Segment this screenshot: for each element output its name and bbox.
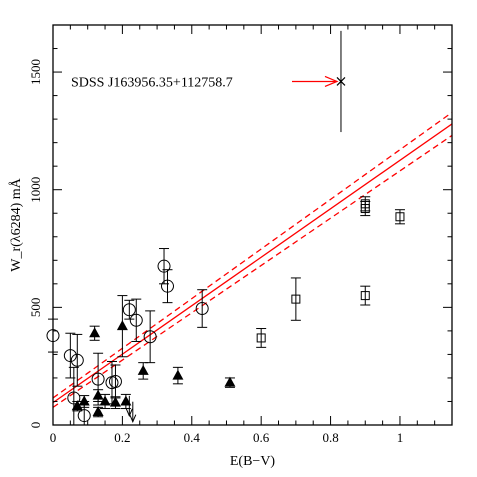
circle-marker — [77, 409, 91, 423]
square-marker — [360, 291, 370, 301]
triangle-marker — [78, 395, 90, 406]
circle-marker — [129, 313, 143, 327]
x-tick-label: 0 — [50, 430, 57, 445]
cross-marker — [336, 77, 346, 86]
circle-point — [195, 289, 209, 328]
triangle-marker — [224, 376, 236, 387]
fit-band-lower — [53, 134, 452, 408]
fit-lines — [53, 111, 452, 408]
y-axis-label: W_r(λ6284) mÅ — [8, 177, 24, 271]
triangle-marker — [99, 395, 111, 406]
circle-point — [160, 269, 174, 304]
y-tick-label: 500 — [28, 298, 43, 318]
triangle-point — [78, 395, 90, 408]
circle-point — [143, 310, 157, 364]
square-point — [290, 277, 301, 321]
triangle-marker — [89, 327, 101, 338]
circle-marker — [67, 391, 81, 405]
data-points — [46, 30, 405, 426]
circle-point — [63, 332, 77, 379]
fit-line — [53, 123, 452, 404]
square-point — [394, 209, 405, 225]
arrow-head — [125, 408, 133, 418]
triangle-point — [92, 406, 104, 418]
axes — [52, 24, 453, 426]
y-tick-label: 0 — [28, 422, 43, 429]
x-tick-label: 0.2 — [114, 430, 130, 445]
triangle-point — [224, 376, 236, 388]
triangle-point — [116, 295, 128, 358]
square-marker — [291, 294, 301, 304]
annotation: SDSS J163956.35+112758.7 — [71, 75, 339, 90]
upper-limit-arrow — [125, 395, 133, 418]
circle-point — [129, 298, 143, 342]
triangle-point — [99, 393, 111, 410]
circle-point — [122, 299, 136, 320]
circle-point — [157, 248, 171, 285]
square-point — [360, 285, 371, 306]
circle-marker — [108, 374, 122, 388]
cross-point — [336, 30, 346, 133]
triangle-point — [172, 366, 184, 385]
triangle-point — [89, 325, 101, 341]
y-tick-label: 1500 — [28, 59, 43, 85]
y-tick-label: 1000 — [28, 177, 43, 203]
square-point — [256, 328, 267, 348]
x-tick-label: 0.4 — [184, 430, 201, 445]
square-marker — [256, 333, 266, 343]
square-marker — [395, 212, 405, 222]
circle-marker — [91, 372, 105, 386]
circle-marker — [160, 279, 174, 293]
circle-marker — [157, 259, 171, 273]
square-point — [360, 196, 371, 212]
triangle-point — [92, 389, 104, 402]
circle-marker — [143, 330, 157, 344]
circle-point — [108, 364, 122, 399]
triangle-marker — [116, 320, 128, 331]
triangle-point — [137, 362, 149, 380]
x-tick-label: 0.6 — [253, 430, 270, 445]
annotation-arrow-head — [324, 75, 339, 88]
triangle-marker — [92, 389, 104, 400]
x-axis-label: E(B−V) — [230, 454, 276, 469]
fit-band-upper — [53, 111, 452, 399]
x-tick-label: 1 — [397, 430, 404, 445]
circle-marker — [195, 302, 209, 316]
circle-point — [70, 333, 84, 387]
arrow-head — [129, 414, 137, 423]
annotation-label: SDSS J163956.35+112758.7 — [71, 75, 233, 90]
upper-limit-arrow — [129, 401, 137, 423]
square-marker — [360, 199, 370, 209]
x-tick-label: 0.8 — [322, 430, 338, 445]
circle-marker — [70, 353, 84, 367]
triangle-marker — [92, 406, 104, 417]
circle-marker — [63, 349, 77, 363]
triangle-marker — [120, 395, 132, 406]
tick-marks: 0 0.2 0.4 0.6 0.8 1 0 500 1000 1500 — [28, 25, 452, 445]
triangle-marker — [172, 369, 184, 380]
plot-frame — [52, 24, 453, 426]
circle-marker — [122, 303, 136, 317]
triangle-marker — [109, 396, 121, 407]
triangle-marker — [137, 364, 149, 375]
triangle-point — [109, 396, 121, 410]
